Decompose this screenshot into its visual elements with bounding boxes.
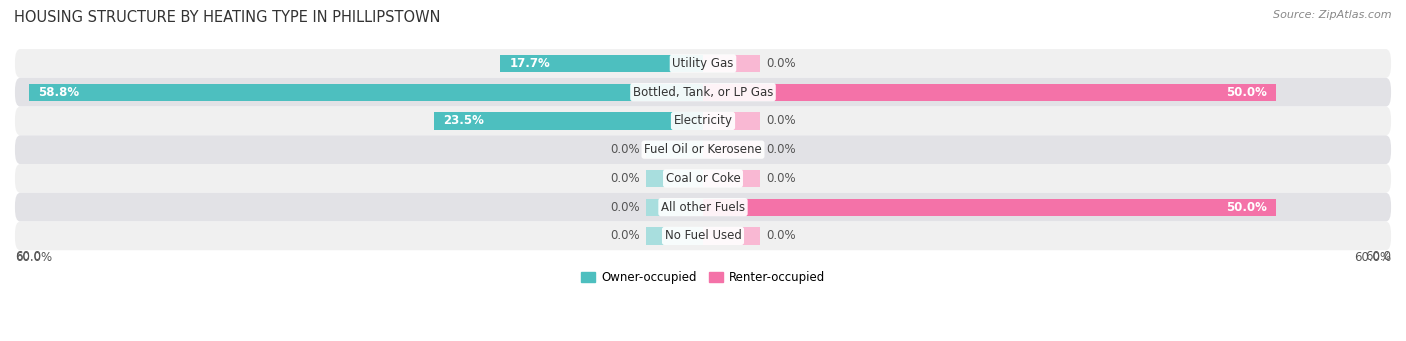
Text: 0.0%: 0.0% [610, 172, 640, 185]
Legend: Owner-occupied, Renter-occupied: Owner-occupied, Renter-occupied [576, 266, 830, 288]
Text: No Fuel Used: No Fuel Used [665, 229, 741, 242]
FancyBboxPatch shape [15, 222, 1391, 250]
Text: Electricity: Electricity [673, 115, 733, 128]
Text: 60.0: 60.0 [1365, 250, 1391, 263]
Text: Coal or Coke: Coal or Coke [665, 172, 741, 185]
Bar [645, 198, 703, 216]
Text: 0.0%: 0.0% [610, 201, 640, 214]
Text: 23.5%: 23.5% [443, 115, 484, 128]
Text: 0.0%: 0.0% [766, 172, 796, 185]
Bar [30, 84, 703, 101]
Bar [703, 55, 761, 72]
Text: 50.0%: 50.0% [1226, 201, 1267, 214]
Bar [703, 141, 761, 158]
FancyBboxPatch shape [15, 107, 1391, 135]
Text: 60.0: 60.0 [15, 250, 41, 263]
Bar [501, 55, 703, 72]
Text: 60.0%: 60.0% [15, 251, 52, 264]
Text: 0.0%: 0.0% [766, 143, 796, 156]
Bar [645, 170, 703, 187]
Bar [703, 198, 1277, 216]
Text: 0.0%: 0.0% [610, 143, 640, 156]
Text: Source: ZipAtlas.com: Source: ZipAtlas.com [1274, 10, 1392, 20]
Text: 60.0%: 60.0% [1354, 251, 1391, 264]
Bar [703, 84, 1277, 101]
Bar [703, 170, 761, 187]
Text: HOUSING STRUCTURE BY HEATING TYPE IN PHILLIPSTOWN: HOUSING STRUCTURE BY HEATING TYPE IN PHI… [14, 10, 440, 25]
Bar [703, 227, 761, 244]
Bar [645, 227, 703, 244]
Text: 0.0%: 0.0% [766, 115, 796, 128]
Text: 58.8%: 58.8% [38, 86, 79, 99]
Text: 0.0%: 0.0% [766, 229, 796, 242]
Text: 0.0%: 0.0% [766, 57, 796, 70]
Text: 17.7%: 17.7% [509, 57, 550, 70]
Bar [645, 141, 703, 158]
FancyBboxPatch shape [15, 164, 1391, 193]
FancyBboxPatch shape [15, 193, 1391, 222]
FancyBboxPatch shape [15, 135, 1391, 164]
Text: Utility Gas: Utility Gas [672, 57, 734, 70]
Text: 0.0%: 0.0% [610, 229, 640, 242]
FancyBboxPatch shape [15, 78, 1391, 107]
Bar [703, 112, 761, 130]
Text: 50.0%: 50.0% [1226, 86, 1267, 99]
FancyBboxPatch shape [15, 49, 1391, 78]
Text: All other Fuels: All other Fuels [661, 201, 745, 214]
Text: Fuel Oil or Kerosene: Fuel Oil or Kerosene [644, 143, 762, 156]
Text: Bottled, Tank, or LP Gas: Bottled, Tank, or LP Gas [633, 86, 773, 99]
Bar [433, 112, 703, 130]
